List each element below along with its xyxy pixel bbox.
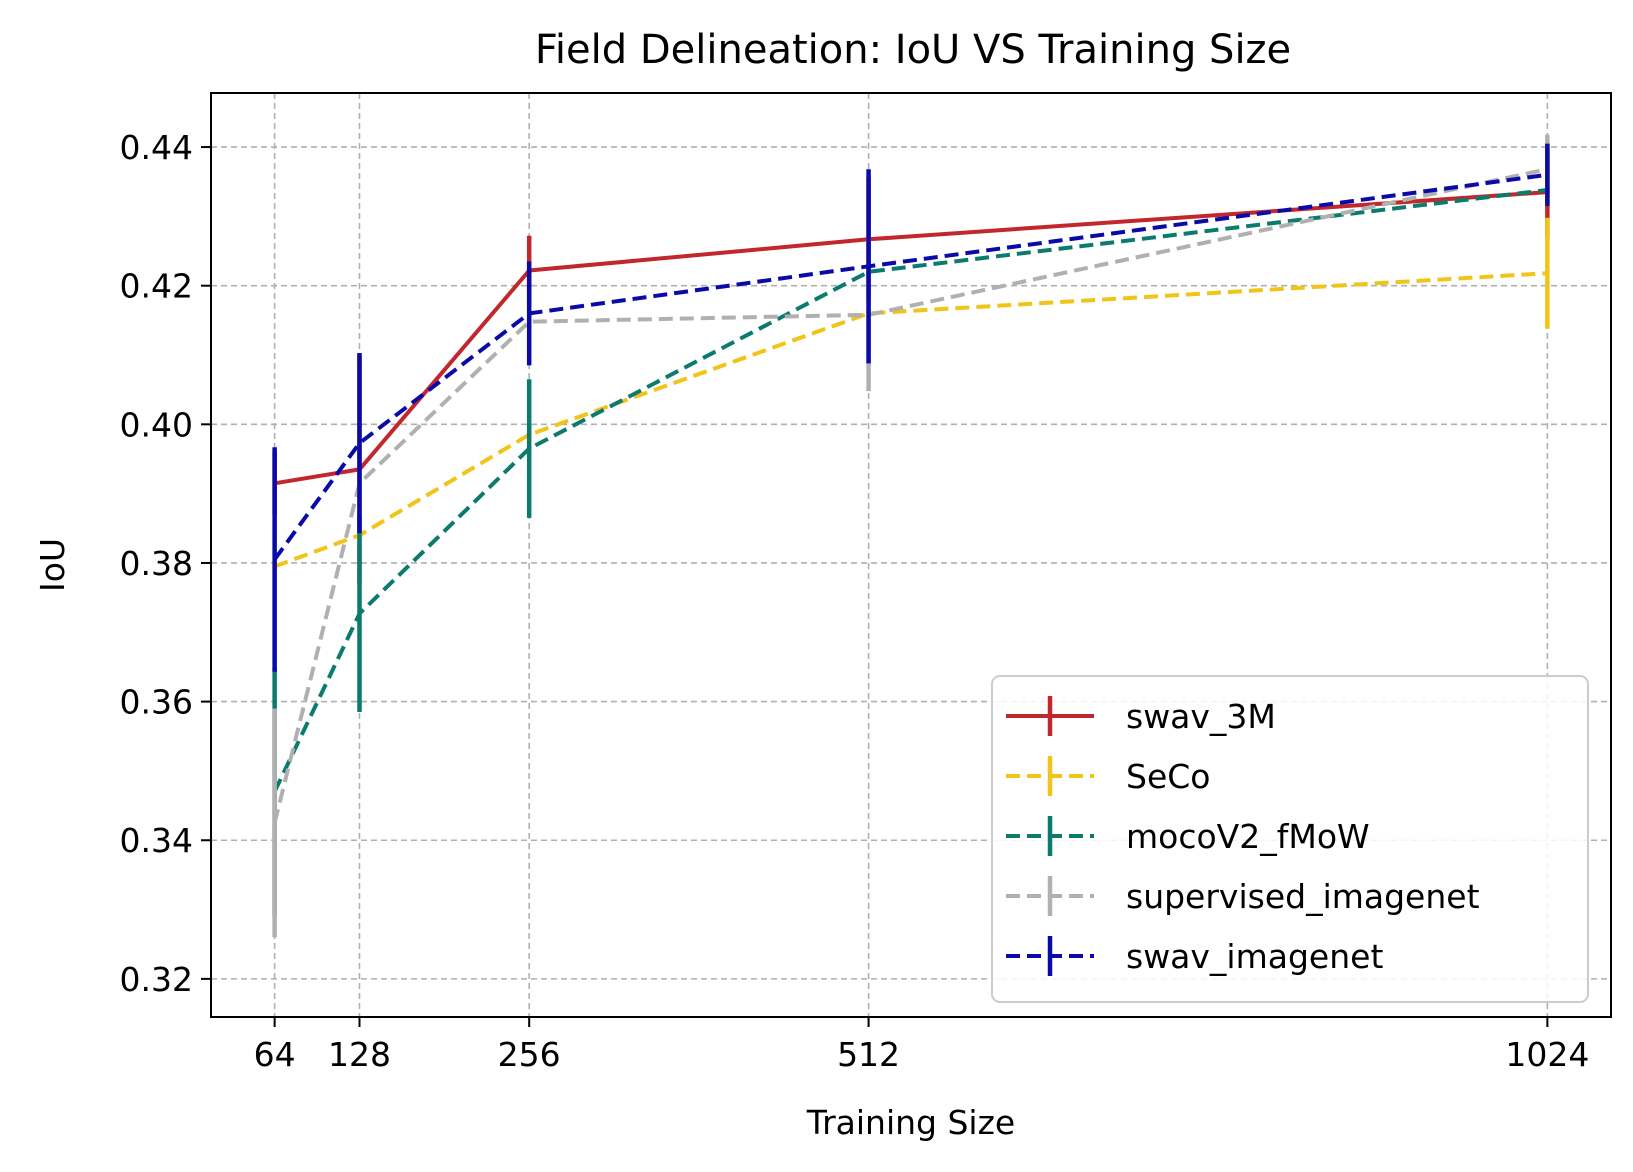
x-tick-label: 128 <box>328 1035 391 1074</box>
legend-item-swav-3m: swav_3M <box>1006 696 1276 736</box>
legend-label: swav_3M <box>1126 697 1276 736</box>
x-axis-label: Training Size <box>806 1103 1015 1142</box>
legend-label: mocoV2_fMoW <box>1126 817 1370 856</box>
legend-item-mocov2-fmow: mocoV2_fMoW <box>1006 816 1370 856</box>
y-tick-label: 0.40 <box>120 405 193 444</box>
y-tick-label: 0.32 <box>120 960 193 999</box>
series-layer <box>272 134 1550 938</box>
series-swav-imagenet <box>272 143 1550 672</box>
chart-title: Field Delineation: IoU VS Training Size <box>535 27 1291 73</box>
axis-ticks: 64 128 256 512 1024 0.32 0.34 0.36 0.38 0.40 0.42 0… <box>120 128 1590 1074</box>
y-tick-label: 0.34 <box>120 821 193 860</box>
x-tick-label: 256 <box>498 1035 561 1074</box>
x-tick-label: 1024 <box>1505 1035 1589 1074</box>
legend: swav_3M SeCo mocoV2_fMoW supervised_imagene… <box>991 675 1589 1003</box>
series-line <box>273 271 1548 569</box>
y-tick-label: 0.44 <box>120 128 193 167</box>
legend-item-seco: SeCo <box>1006 756 1210 796</box>
y-tick-label: 0.42 <box>120 267 193 306</box>
y-tick-label: 0.36 <box>120 683 193 722</box>
x-tick-label: 512 <box>837 1035 900 1074</box>
legend-label: SeCo <box>1126 757 1210 796</box>
legend-box <box>991 675 1589 1003</box>
legend-item-swav-imagenet: swav_imagenet <box>1006 936 1383 976</box>
series-line <box>272 167 1548 824</box>
y-axis-label: IoU <box>33 538 72 592</box>
legend-item-supervised-imagenet: supervised_imagenet <box>1006 876 1480 916</box>
legend-label: swav_imagenet <box>1126 937 1383 976</box>
legend-label: supervised_imagenet <box>1126 877 1480 916</box>
y-tick-label: 0.38 <box>120 544 193 583</box>
x-tick-label: 64 <box>254 1035 296 1074</box>
plot-frame <box>210 92 1612 1018</box>
